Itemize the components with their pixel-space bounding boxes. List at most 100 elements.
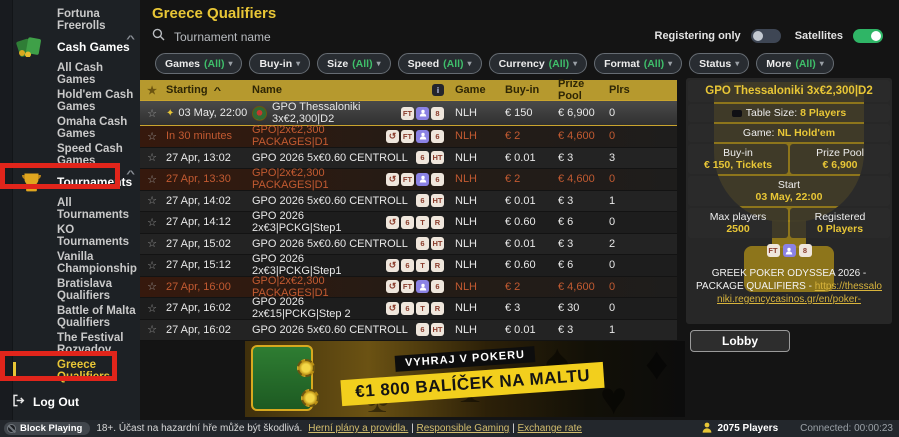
row-buyin: € 0.01	[505, 194, 536, 207]
column-header-buyin[interactable]: Buy-in	[505, 84, 540, 96]
filter-format[interactable]: Format (All) ▾	[594, 53, 683, 74]
row-prize-pool: € 3	[558, 237, 574, 250]
sidebar-item-cash-games[interactable]: Cash Games ^	[0, 33, 140, 60]
sidebar-item-the-festival-rozvadov[interactable]: The Festival Rozvadov	[0, 330, 140, 357]
row-badges: ↺ FT 6	[386, 172, 452, 186]
table-row[interactable]: ☆ 27 Apr, 13:30 GPO|2x€2,300 PACKAGES|D1 ↺ F…	[140, 167, 677, 191]
sidebar-item-hold-em-cash-games[interactable]: Hold'em Cash Games	[0, 87, 140, 114]
sidebar-item-battle-of-malta-qualifiers[interactable]: Battle of Malta Qualifiers	[0, 303, 140, 330]
column-header-starting[interactable]: Starting ^	[166, 84, 221, 96]
block-playing-label: Block Playing	[20, 423, 83, 434]
row-game: NLH	[455, 302, 478, 315]
lobby-button[interactable]: Lobby	[690, 330, 790, 352]
sidebar-nav: Fortuna Freerolls Cash Games ^ All Cash Gam…	[0, 6, 140, 384]
satellites-toggle[interactable]	[853, 29, 883, 43]
row-game: NLH	[455, 107, 478, 119]
status-link-exchange-rate[interactable]: Exchange rate	[517, 423, 582, 434]
sidebar-item-tournaments[interactable]: Tournaments ^	[0, 168, 140, 195]
sidebar-item-label: Cash Games	[57, 39, 130, 54]
row-badges: ↺ FT 6	[386, 280, 452, 294]
badge-t: T	[416, 301, 429, 315]
table-row[interactable]: ☆ In 30 minutes GPO|2x€2,300 PACKAGES|D1 ↺ F…	[140, 124, 677, 149]
name-text: GPO|2x€2,300 PACKAGES|D1	[252, 124, 329, 149]
row-badges: 6 HT	[416, 151, 452, 165]
chevron-up-icon: ^	[125, 34, 135, 44]
favorite-star-icon[interactable]: ☆	[147, 152, 157, 165]
row-plrs: 1	[609, 323, 616, 336]
name-text: GPO 2026 5x€0.60 CENTROLL	[252, 151, 408, 164]
column-header-game[interactable]: Game	[455, 84, 486, 96]
favorite-star-icon[interactable]: ☆	[147, 107, 157, 120]
table-row[interactable]: ☆ 27 Apr, 15:12 GPO 2026 2x€3|PCKG|Step1 ↺ 6…	[140, 253, 677, 277]
favorite-star-icon[interactable]: ☆	[147, 281, 157, 294]
row-game: NLH	[455, 173, 478, 186]
sidebar-item-all-cash-games[interactable]: All Cash Games	[0, 60, 140, 87]
search-input[interactable]	[174, 30, 404, 44]
row-buyin: € 0.01	[505, 151, 536, 164]
starting-text: 27 Apr, 13:02	[166, 151, 231, 164]
row-plrs: 1	[609, 194, 616, 207]
filter-more[interactable]: More (All) ▾	[756, 53, 834, 74]
row-plrs: 0	[609, 302, 616, 315]
tournament-detail-panel: GPO Thessaloniki 3x€2,300|D2 Table Size:…	[686, 78, 892, 324]
sidebar-item-fortuna-freerolls[interactable]: Fortuna Freerolls	[0, 6, 140, 33]
promo-banner[interactable]: ♣ ♠ ♥ ♦ ♠ VYHRAJ V POKERU €1 800 BALÍČEK…	[245, 341, 685, 417]
row-plrs: 0	[609, 280, 616, 293]
row-starting: 27 Apr, 13:02	[164, 152, 250, 164]
favorite-star-icon[interactable]: ☆	[147, 195, 157, 208]
badge-ft: FT	[401, 129, 414, 143]
registering-only-toggle[interactable]	[750, 29, 781, 43]
sidebar-item-speed-cash-games[interactable]: Speed Cash Games	[0, 141, 140, 168]
chevron-down-icon: ▾	[228, 59, 233, 68]
sidebar-item-bratislava-qualifiers[interactable]: Bratislava Qualifiers	[0, 276, 140, 303]
favorite-star-icon[interactable]: ☆	[147, 238, 157, 251]
chevron-down-icon: ▾	[668, 59, 673, 68]
logout-button[interactable]: Log Out	[12, 394, 79, 410]
row-buyin: € 0.60	[505, 216, 536, 229]
table-row[interactable]: ☆ 27 Apr, 16:02 GPO 2026 2x€15|PCKG|Step 2…	[140, 296, 677, 320]
filter-status[interactable]: Status ▾	[689, 53, 750, 74]
sidebar-item-greece-qualifiers[interactable]: Greece Qualifiers	[0, 357, 140, 384]
column-header-prize-pool[interactable]: Prize Pool	[558, 78, 585, 102]
favorite-star-icon[interactable]: ☆	[147, 324, 157, 337]
column-header-plrs[interactable]: Plrs	[609, 84, 630, 96]
row-prize-pool: € 4,600	[558, 130, 595, 143]
row-prize-pool: € 6,900	[558, 107, 595, 119]
block-playing-button[interactable]: Block Playing	[4, 422, 91, 435]
favorite-star-icon[interactable]: ☆	[147, 216, 157, 229]
players-icon	[702, 422, 712, 436]
name-text: GPO 2026 5x€0.60 CENTROLL	[252, 194, 408, 207]
filter-currency[interactable]: Currency (All) ▾	[488, 53, 588, 74]
panel-link[interactable]: https://thessaloniki.regencycasinos.gr/e…	[717, 281, 882, 305]
favorite-column-header-star-icon[interactable]: ★	[147, 84, 157, 97]
favorite-star-icon[interactable]: ☆	[147, 302, 157, 315]
sidebar-item-ko-tournaments[interactable]: KO Tournaments	[0, 222, 140, 249]
favorite-star-icon[interactable]: ☆	[147, 130, 157, 143]
filter-value: (All)	[643, 57, 665, 70]
chevron-down-icon: ▾	[819, 59, 824, 68]
table-row[interactable]: ☆ 27 Apr, 16:02 GPO 2026 5x€0.60 CENTROLL 6…	[140, 319, 677, 341]
sidebar-item-omaha-cash-games[interactable]: Omaha Cash Games	[0, 114, 140, 141]
favorite-star-icon[interactable]: ☆	[147, 259, 157, 272]
filter-size[interactable]: Size (All) ▾	[317, 53, 391, 74]
row-name: GPO 2026 5x€0.60 CENTROLL 6 HT	[250, 323, 452, 337]
filter-buy-in[interactable]: Buy-in ▾	[249, 53, 311, 74]
filter-label: Size	[327, 57, 349, 70]
table-row[interactable]: ☆ ✦ 03 May, 22:00 GPO Thessaloniki 3x€2,300…	[140, 100, 677, 126]
table-row[interactable]: ☆ 27 Apr, 15:02 GPO 2026 5x€0.60 CENTROLL 6…	[140, 233, 677, 255]
table-row[interactable]: ☆ 27 Apr, 14:12 GPO 2026 2x€3|PCKG|Step1 ↺ 6…	[140, 210, 677, 234]
column-header-name[interactable]: Name i	[250, 84, 452, 96]
status-link-responsible-gaming[interactable]: Responsible Gaming	[416, 423, 510, 434]
favorite-star-icon[interactable]: ☆	[147, 173, 157, 186]
reentry-badge-icon: ↺	[386, 172, 399, 186]
table-row[interactable]: ☆ 27 Apr, 16:00 GPO|2x€2,300 PACKAGES|D1 ↺ F…	[140, 275, 677, 299]
filter-games[interactable]: Games (All) ▾	[155, 53, 243, 74]
sidebar-item-vanilla-championship[interactable]: Vanilla Championship	[0, 249, 140, 276]
filter-speed[interactable]: Speed (All) ▾	[397, 53, 482, 74]
sidebar-item-all-tournaments[interactable]: All Tournaments	[0, 195, 140, 222]
status-link-hern-pl-ny-a-providla[interactable]: Herní plány a providla.	[308, 423, 409, 434]
row-name: GPO 2026 2x€15|PCKG|Step 2 ↺ 6 T R	[250, 296, 452, 320]
table-row[interactable]: ☆ 27 Apr, 14:02 GPO 2026 5x€0.60 CENTROLL 6…	[140, 190, 677, 212]
table-row[interactable]: ☆ 27 Apr, 13:02 GPO 2026 5x€0.60 CENTROLL 6…	[140, 147, 677, 169]
sidebar-item-label: KO Tournaments	[57, 223, 129, 248]
